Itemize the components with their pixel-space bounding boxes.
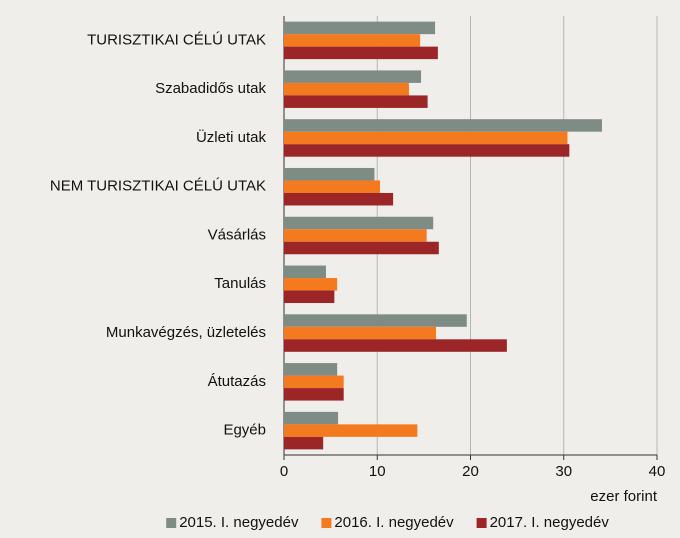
x-tick-label: 20 xyxy=(462,463,479,480)
x-axis-label: ezer forint xyxy=(590,488,658,505)
y-tick-label: Szabadidős utak xyxy=(155,80,266,97)
bar xyxy=(284,95,428,108)
bar xyxy=(284,216,434,230)
bar xyxy=(284,119,602,132)
bar xyxy=(284,290,335,304)
legend-swatch xyxy=(476,518,487,528)
bar xyxy=(284,21,436,35)
legend-swatch xyxy=(166,518,177,528)
x-tick-label: 40 xyxy=(649,463,666,480)
bar xyxy=(284,411,339,425)
y-tick-label: Egyéb xyxy=(223,422,266,439)
y-tick-label: NEM TURISZTIKAI CÉLÚ UTAK xyxy=(50,178,266,195)
bar xyxy=(284,131,568,145)
bar xyxy=(284,70,422,83)
bar xyxy=(284,82,409,96)
bar xyxy=(284,265,326,279)
bar xyxy=(284,167,375,181)
bar xyxy=(284,424,418,437)
legend-label: 2015. I. negyedév xyxy=(179,514,299,531)
bar xyxy=(284,241,439,255)
legend-label: 2017. I. negyedév xyxy=(490,514,610,531)
bar xyxy=(284,436,324,450)
bar xyxy=(284,375,344,389)
bar xyxy=(284,229,427,242)
bar xyxy=(284,326,436,340)
legend-label: 2016. I. negyedév xyxy=(334,514,454,531)
legend-swatch xyxy=(321,518,332,528)
y-tick-label: Átutazás xyxy=(208,373,266,390)
bar xyxy=(284,339,507,352)
y-tick-label: Munkavégzés, üzletelés xyxy=(106,324,266,341)
bar xyxy=(284,192,394,206)
y-tick-label: Vásárlás xyxy=(208,226,266,243)
bar xyxy=(284,34,421,47)
x-tick-label: 30 xyxy=(555,463,572,480)
bar xyxy=(284,314,467,327)
y-tick-label: Tanulás xyxy=(214,275,266,292)
bar xyxy=(284,144,570,157)
x-tick-label: 10 xyxy=(369,463,386,480)
y-tick-label: Üzleti utak xyxy=(196,128,267,146)
bar xyxy=(284,46,438,60)
x-tick-label: 0 xyxy=(280,463,288,480)
bar xyxy=(284,388,344,401)
bar xyxy=(284,180,381,193)
y-tick-label: TURISZTIKAI CÉLÚ UTAK xyxy=(87,31,266,48)
bar xyxy=(284,363,338,376)
bar xyxy=(284,278,338,291)
